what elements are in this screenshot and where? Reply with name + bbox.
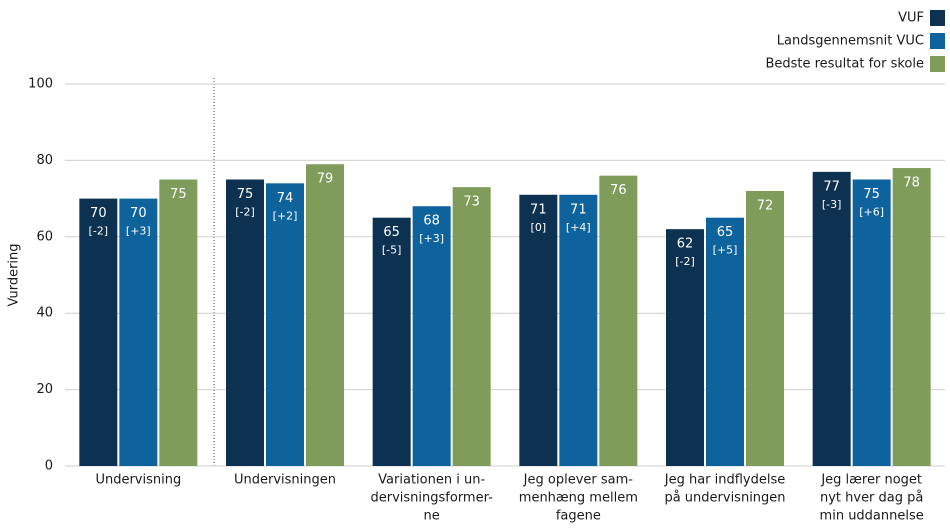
x-tick-label: ne <box>424 509 440 524</box>
value-label: 73 <box>463 195 480 210</box>
bar <box>892 168 931 467</box>
value-label: 72 <box>757 198 774 213</box>
x-tick-label: Jeg oplever sam- <box>523 473 634 488</box>
legend-swatch <box>930 10 945 26</box>
y-tick-label: 60 <box>36 229 53 244</box>
y-axis-label: Vurdering <box>7 243 22 306</box>
value-label: 74 <box>277 191 294 206</box>
value-label: 70 <box>130 206 147 221</box>
change-label: [+2] <box>273 209 298 222</box>
bar <box>666 229 704 466</box>
x-tick-label: menhæng mellem <box>519 491 638 506</box>
value-label: 75 <box>863 187 880 202</box>
legend-label: Bedste resultat for skole <box>765 57 924 72</box>
change-label: [-2] <box>235 206 255 219</box>
x-tick-label: på undervisningen <box>664 491 785 506</box>
x-tick-label: nyt hver dag på <box>820 491 923 506</box>
value-label: 62 <box>677 237 694 252</box>
x-tick-label: dervisningsformer- <box>371 491 494 506</box>
y-tick-label: 80 <box>36 153 53 168</box>
bar <box>599 175 638 466</box>
legend-label: Landsgennemsnit VUC <box>777 34 924 49</box>
bar <box>852 179 891 466</box>
bar <box>559 194 598 466</box>
x-tick-label: Variationen i un- <box>378 473 485 488</box>
bar <box>159 179 198 466</box>
value-label: 71 <box>570 202 587 217</box>
bar <box>412 206 451 467</box>
bar <box>706 217 744 466</box>
change-label: [-5] <box>382 244 402 257</box>
change-label: [+3] <box>419 232 444 245</box>
legend-swatch <box>930 56 945 72</box>
change-label: [+5] <box>713 244 738 257</box>
value-label: 76 <box>610 183 627 198</box>
value-label: 75 <box>237 187 254 202</box>
bar <box>519 194 558 466</box>
change-label: [-3] <box>822 198 842 211</box>
bar <box>226 179 264 466</box>
value-label: 70 <box>90 206 107 221</box>
change-label: [-2] <box>675 255 695 268</box>
value-label: 68 <box>423 214 440 229</box>
value-label: 71 <box>530 202 547 217</box>
x-tick-label: fagene <box>556 509 601 524</box>
legend-label: VUF <box>898 11 924 26</box>
change-label: [-2] <box>89 225 109 238</box>
bar <box>119 198 158 466</box>
y-tick-label: 100 <box>28 77 53 92</box>
bar <box>746 190 784 466</box>
value-label: 78 <box>903 176 920 191</box>
change-label: [+4] <box>566 221 591 234</box>
x-tick-label: Undervisningen <box>234 473 336 488</box>
value-label: 75 <box>170 187 187 202</box>
x-tick-label: Jeg lærer noget <box>820 473 922 488</box>
bar <box>266 183 304 466</box>
x-tick-label: Jeg har indflydelse <box>664 473 786 488</box>
x-tick-label: min uddannelse <box>820 509 924 524</box>
change-label: [+3] <box>126 225 151 238</box>
bar <box>79 198 118 466</box>
y-tick-label: 20 <box>36 382 53 397</box>
value-label: 79 <box>317 172 334 187</box>
value-label: 77 <box>823 179 840 194</box>
bar <box>452 187 491 466</box>
x-tick-label: Undervisning <box>95 473 181 488</box>
bar <box>372 217 411 466</box>
y-tick-label: 40 <box>36 306 53 321</box>
value-label: 65 <box>383 225 400 240</box>
bar <box>812 171 851 467</box>
bar <box>306 164 344 466</box>
change-label: [+6] <box>859 206 884 219</box>
value-label: 65 <box>717 225 734 240</box>
legend-swatch <box>930 33 945 49</box>
y-tick-label: 0 <box>45 459 53 474</box>
change-label: [0] <box>531 221 547 234</box>
